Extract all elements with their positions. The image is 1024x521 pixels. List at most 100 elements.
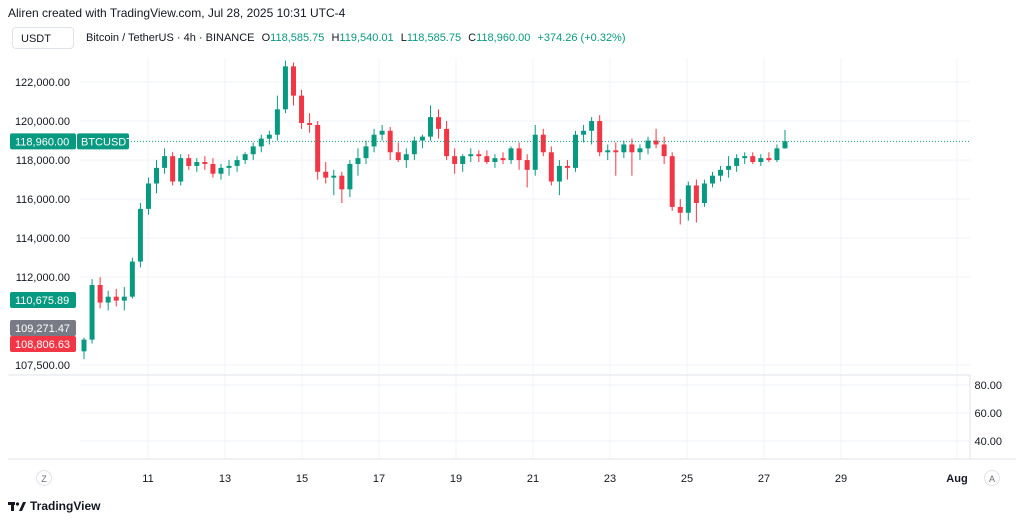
candle-body[interactable]	[556, 165, 562, 182]
currency-button[interactable]: USDT	[12, 27, 74, 49]
candle-body[interactable]	[661, 144, 667, 157]
candle-body[interactable]	[307, 122, 313, 125]
auto-scale-a-button[interactable]: A	[984, 470, 1000, 486]
candle-body[interactable]	[484, 156, 490, 163]
low-label: L	[400, 32, 407, 44]
candle-body[interactable]	[669, 156, 675, 207]
candle-body[interactable]	[274, 109, 280, 135]
candle-body[interactable]	[395, 152, 401, 161]
candle-body[interactable]	[540, 134, 546, 153]
candle-body[interactable]	[589, 121, 595, 131]
candle-body[interactable]	[282, 66, 288, 110]
candle-body[interactable]	[597, 121, 603, 153]
candle-body[interactable]	[242, 154, 248, 161]
candle-body[interactable]	[460, 156, 466, 164]
candle-body[interactable]	[742, 156, 748, 159]
candle-body[interactable]	[436, 117, 442, 129]
symbol-title[interactable]: Bitcoin / TetherUS · 4h · BINANCE	[86, 32, 255, 44]
candle-body[interactable]	[573, 134, 579, 168]
candle-body[interactable]	[266, 134, 272, 139]
candle-body[interactable]	[564, 165, 570, 168]
candle-body[interactable]	[371, 134, 377, 147]
candle-body[interactable]	[105, 296, 111, 303]
candle-body[interactable]	[532, 134, 538, 170]
candle-body[interactable]	[701, 183, 707, 204]
candle-body[interactable]	[508, 148, 514, 161]
candle-body[interactable]	[492, 158, 498, 163]
candle-body[interactable]	[766, 158, 772, 161]
candle-body[interactable]	[709, 175, 715, 184]
candle-body[interactable]	[637, 148, 643, 153]
candle-body[interactable]	[685, 185, 691, 213]
candle-body[interactable]	[154, 167, 160, 184]
auto-scale-z-button[interactable]: Z	[36, 470, 52, 486]
indicator-axis-label: 40.00	[974, 436, 1002, 448]
candle-body[interactable]	[718, 169, 724, 176]
candle-body[interactable]	[97, 284, 103, 303]
candle-body[interactable]	[621, 144, 627, 153]
candle-body[interactable]	[653, 140, 659, 145]
candle-body[interactable]	[113, 296, 119, 301]
candle-body[interactable]	[782, 141, 788, 149]
price-axis-label: 112,000.00	[16, 272, 70, 284]
candle-body[interactable]	[750, 156, 756, 163]
candle-body[interactable]	[178, 158, 184, 182]
candle-body[interactable]	[468, 154, 474, 157]
candle-body[interactable]	[500, 158, 506, 161]
candle-body[interactable]	[331, 175, 337, 178]
candle-body[interactable]	[170, 156, 176, 182]
candle-body[interactable]	[629, 144, 635, 153]
candle-body[interactable]	[202, 162, 208, 164]
candle-body[interactable]	[355, 158, 361, 164]
candle-body[interactable]	[218, 167, 224, 174]
candle-body[interactable]	[516, 148, 522, 161]
candle-body[interactable]	[734, 158, 740, 166]
candle-body[interactable]	[581, 130, 587, 135]
candle-body[interactable]	[677, 206, 683, 213]
candle-body[interactable]	[129, 261, 135, 297]
candle-body[interactable]	[234, 160, 240, 166]
candle-body[interactable]	[548, 152, 554, 182]
candle-body[interactable]	[379, 130, 385, 135]
candle-body[interactable]	[726, 165, 732, 170]
candle-body[interactable]	[315, 124, 321, 172]
price-axis-label: 118,000.00	[16, 155, 70, 167]
candle-body[interactable]	[693, 185, 699, 204]
candle-body[interactable]	[444, 128, 450, 157]
candle-body[interactable]	[323, 171, 329, 178]
candle-body[interactable]	[645, 140, 651, 149]
candle-body[interactable]	[186, 158, 192, 166]
candle-body[interactable]	[258, 138, 264, 147]
candle-body[interactable]	[145, 183, 151, 209]
candle-body[interactable]	[452, 156, 458, 164]
candle-body[interactable]	[137, 208, 143, 262]
candle-body[interactable]	[339, 175, 345, 190]
current-price-label: 118,960.00	[15, 136, 69, 148]
price-chart[interactable]: 122,000.00 120,000.00 118,000.00 116,000.00…	[0, 0, 1024, 495]
candle-body[interactable]	[347, 163, 353, 190]
candle-body[interactable]	[758, 158, 764, 163]
close-label: C	[468, 32, 477, 44]
candle-body[interactable]	[476, 154, 482, 157]
candle-body[interactable]	[299, 95, 305, 123]
candle-body[interactable]	[411, 140, 417, 155]
candle-body[interactable]	[403, 154, 409, 161]
candle-body[interactable]	[89, 284, 95, 340]
candle-body[interactable]	[774, 148, 780, 161]
candle-body[interactable]	[194, 162, 200, 166]
candle-body[interactable]	[290, 66, 296, 96]
candle-body[interactable]	[250, 146, 256, 155]
candle-body[interactable]	[427, 117, 433, 137]
candle-body[interactable]	[210, 163, 216, 174]
candle-body[interactable]	[121, 296, 127, 301]
candle-body[interactable]	[81, 339, 87, 352]
time-axis-label: Aug	[946, 473, 967, 485]
candle-body[interactable]	[613, 150, 619, 153]
candle-body[interactable]	[387, 130, 393, 153]
candle-body[interactable]	[363, 146, 369, 159]
candle-body[interactable]	[524, 160, 530, 170]
candle-body[interactable]	[419, 136, 425, 141]
candle-body[interactable]	[226, 165, 232, 168]
candle-body[interactable]	[162, 156, 168, 168]
candle-body[interactable]	[605, 150, 611, 153]
